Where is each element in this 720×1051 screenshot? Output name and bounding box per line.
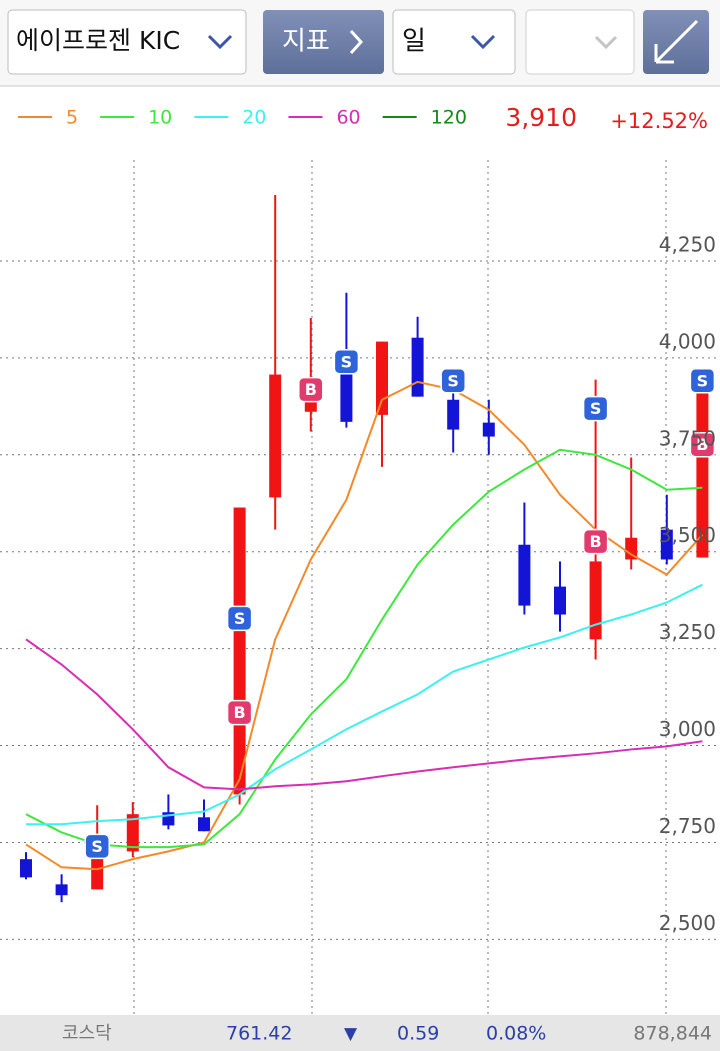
price-change: +12.52% [610, 109, 708, 133]
chevron [594, 35, 618, 50]
chevron [470, 34, 496, 50]
signal-marker [226, 699, 253, 726]
signal-marker [440, 368, 466, 394]
index-change-pct: 0.08% [486, 1023, 546, 1045]
chevron [349, 29, 364, 55]
candle-body [447, 399, 460, 430]
y-tick-label: 4,250 [659, 232, 716, 256]
signal-marker [582, 528, 609, 555]
signal-label: S [447, 371, 459, 390]
moving-average-line [26, 583, 703, 826]
candle-body [411, 337, 424, 397]
signal-label: S [341, 352, 353, 371]
period-dropdown[interactable] [392, 9, 516, 75]
legend-label: 5 [66, 107, 78, 129]
candle-body [376, 341, 388, 415]
empty-dropdown[interactable] [525, 9, 635, 75]
candle-body [20, 859, 32, 878]
candle-body [518, 544, 531, 606]
legend-label: 10 [148, 107, 172, 129]
y-tick-label: 2,500 [659, 911, 716, 935]
index-change: 0.59 [397, 1023, 439, 1045]
legend-label: 20 [242, 107, 266, 129]
candle-body [55, 884, 68, 896]
signal-marker [333, 349, 360, 375]
signal-marker [689, 431, 716, 458]
stock-name: 에이프로젠 KIC [16, 26, 180, 55]
signal-marker [689, 368, 716, 394]
signal-marker [298, 376, 324, 403]
moving-average-line [25, 380, 704, 871]
vertical-grid [133, 160, 667, 1015]
candle-body [482, 422, 495, 437]
y-tick-label: 2,750 [659, 814, 716, 838]
candle-body [589, 561, 602, 640]
index-value: 761.42 [226, 1023, 292, 1045]
expand-icon [654, 19, 699, 64]
index-name: 코스닥 [62, 1023, 112, 1044]
signal-label: S [234, 609, 246, 628]
signal-label: S [91, 837, 103, 856]
candle-body [625, 537, 638, 560]
candle-body [126, 814, 139, 852]
legend-label: 60 [336, 107, 360, 129]
candle-body [660, 529, 673, 560]
signal-label: B [696, 435, 708, 454]
y-tick-label: 4,000 [659, 329, 716, 353]
stock-dropdown[interactable] [7, 9, 247, 75]
period-label: 일 [402, 27, 426, 57]
candle-body [269, 374, 282, 498]
y-tick-label: 3,500 [659, 523, 716, 547]
plot-area: S S B B S S S B S B [0, 195, 720, 940]
indicator-label: 지표 [282, 27, 330, 57]
signal-label: B [589, 532, 601, 551]
signal-marker [582, 395, 609, 422]
y-tick-label: 3,000 [659, 717, 716, 741]
indicator-button[interactable] [263, 10, 384, 74]
candle-body [554, 586, 566, 615]
candle-body [233, 507, 246, 795]
candle-body [198, 817, 210, 832]
moving-average-line [25, 448, 703, 849]
current-price: 3,910 [505, 103, 577, 132]
signal-label: B [233, 703, 245, 722]
signal-label: S [590, 399, 602, 418]
status-bar [0, 1015, 720, 1051]
signal-label: B [305, 380, 317, 399]
chevron [207, 34, 233, 50]
volume: 878,844 [633, 1023, 712, 1045]
index-direction: ▼ [344, 1024, 358, 1044]
legend: 5 10 20 60 120 [18, 107, 467, 129]
signal-label: S [697, 371, 709, 390]
signal-marker [84, 833, 110, 860]
legend-label: 120 [431, 107, 467, 129]
signal-marker [226, 605, 253, 632]
moving-average-line [25, 638, 703, 791]
y-tick-label: 3,250 [659, 620, 716, 644]
y-tick-label: 3,750 [659, 426, 716, 450]
